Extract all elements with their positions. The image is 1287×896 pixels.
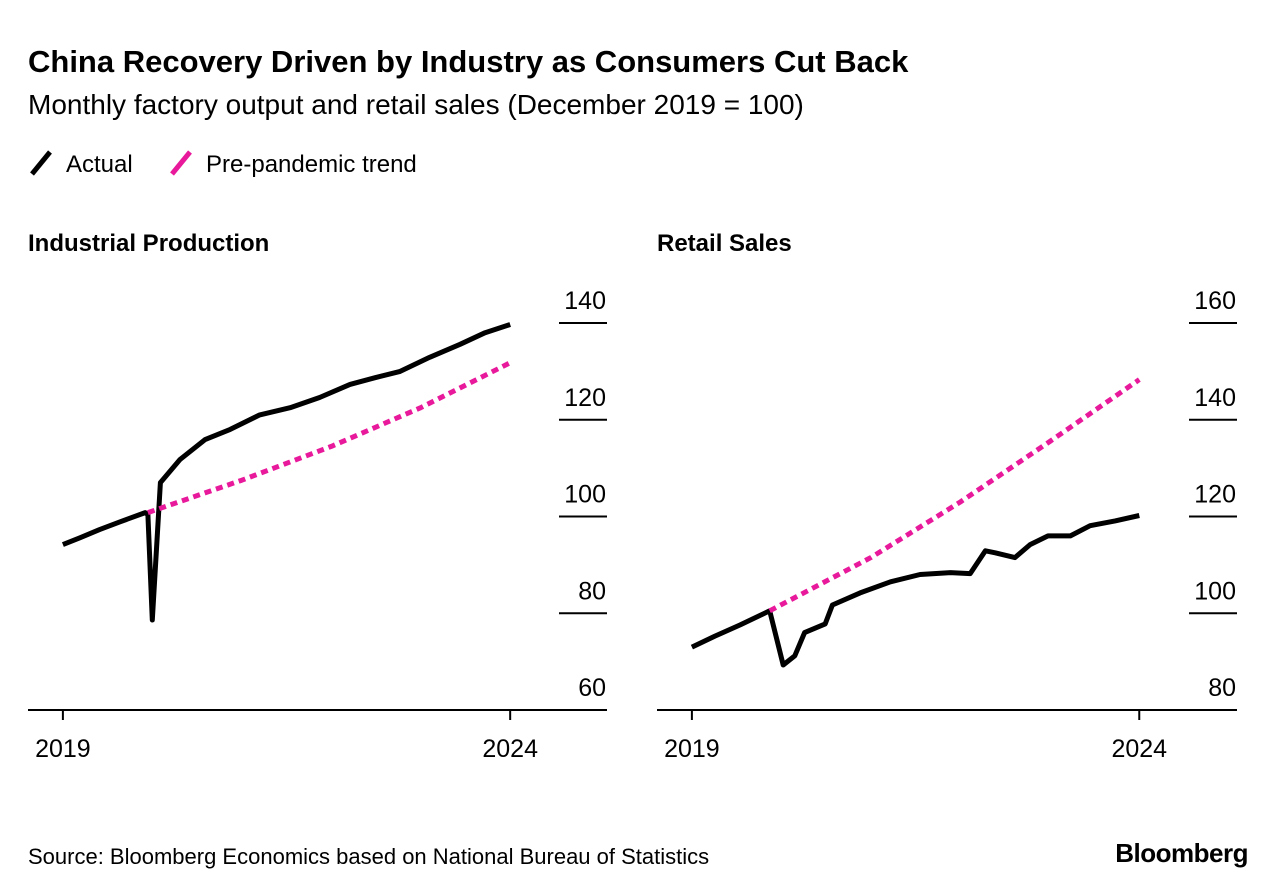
subtitle: Monthly factory output and retail sales … bbox=[28, 89, 804, 120]
panel-title: Industrial Production bbox=[28, 230, 269, 257]
actual-line bbox=[61, 322, 511, 623]
y-tick-label: 140 bbox=[564, 287, 606, 315]
x-tick-label: 2019 bbox=[35, 735, 91, 763]
x-tick-label: 2024 bbox=[482, 735, 538, 763]
y-tick-label: 120 bbox=[1194, 481, 1236, 509]
x-tick-label: 2019 bbox=[664, 735, 720, 763]
y-tick-label: 120 bbox=[564, 384, 606, 412]
title: China Recovery Driven by Industry as Con… bbox=[28, 44, 909, 79]
actual-line bbox=[690, 513, 1140, 668]
y-tick-label: 100 bbox=[1194, 577, 1236, 605]
legend-label: Actual bbox=[66, 151, 133, 178]
y-tick-label: 160 bbox=[1194, 287, 1236, 315]
y-tick-label: 100 bbox=[564, 481, 606, 509]
legend-label: Pre-pandemic trend bbox=[206, 151, 417, 178]
y-tick-label: 140 bbox=[1194, 384, 1236, 412]
trend-line bbox=[147, 360, 512, 515]
source: Source: Bloomberg Economics based on Nat… bbox=[28, 844, 709, 869]
legend-swatch bbox=[170, 150, 192, 176]
trend-line bbox=[768, 377, 1141, 614]
legend-swatch bbox=[30, 150, 52, 176]
y-tick-label: 60 bbox=[578, 674, 606, 702]
y-tick-label: 80 bbox=[1208, 674, 1236, 702]
x-tick-label: 2024 bbox=[1111, 735, 1167, 763]
logo: Bloomberg bbox=[1115, 838, 1248, 868]
y-tick-label: 80 bbox=[578, 577, 606, 605]
panel-title: Retail Sales bbox=[657, 230, 792, 257]
